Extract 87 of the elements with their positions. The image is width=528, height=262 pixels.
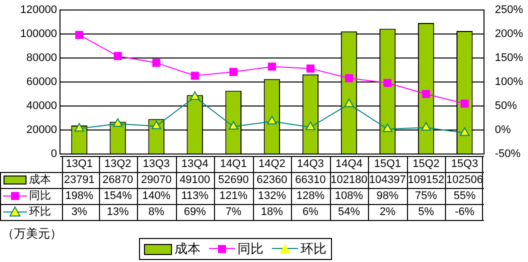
point [114,52,122,60]
y-tick-label: 20000 [26,124,57,136]
data-label: 104397 [369,174,406,186]
data-label: 66310 [295,174,326,186]
data-label: 140% [142,190,171,202]
text: （万美元） [2,226,62,240]
y-tick-label: 60000 [26,76,57,88]
data-label: 23791 [64,174,95,186]
text: 环比 [300,241,326,256]
data-label: 108% [334,190,364,202]
data-label: 154% [104,190,132,202]
point [75,30,84,39]
point [267,116,277,124]
data-label: 8% [148,206,164,218]
x-tick-label: 14Q4 [336,158,362,170]
y2-tick-label: 100% [494,76,524,88]
point [384,78,392,87]
point [344,98,354,108]
x-tick-label: 13Q3 [142,158,170,170]
data-label: 5% [418,206,434,218]
data-label: 54% [338,206,360,218]
text: 成本 [174,241,200,256]
x-tick-label: 15Q2 [412,158,440,170]
point [460,100,469,108]
y2-tick-label: 150% [494,52,524,64]
y2-tick-label: -50% [494,148,521,160]
data-label: 49100 [180,174,210,186]
data-label: 52690 [218,174,249,186]
data-label: 18% [260,206,284,218]
y2-tick-label: 0% [494,124,511,136]
point [306,122,316,130]
y-tick-label: 0 [50,148,57,160]
point [74,123,84,132]
point [228,121,238,130]
data-label: 113% [181,190,209,202]
legend-label: 成本 [29,173,51,186]
y-tick-label: 40000 [26,100,57,112]
point [190,91,200,100]
legend-label: 同比 [29,189,51,202]
data-label: 102506 [446,174,483,186]
data-label: -6% [454,206,475,218]
data-label: 2% [380,206,396,218]
y2-tick-label: 50% [494,100,518,112]
data-label: 69% [184,206,206,218]
x-tick-label: 13Q2 [104,158,132,170]
point [422,90,430,98]
data-label: 98% [376,190,399,202]
point [229,68,238,76]
data-label: 109152 [408,174,444,186]
data-label: 29070 [141,174,172,186]
point [152,58,160,67]
data-label: 121% [219,190,248,202]
point [112,118,123,127]
point [344,74,354,82]
data-label: 128% [296,190,325,202]
data-label: 3% [71,206,88,218]
y2-tick-label: 200% [494,28,524,40]
x-tick-label: 15Q3 [451,158,478,170]
data-label: 132% [258,190,286,202]
y-tick-label: 80000 [26,52,57,64]
data-label: 6% [302,206,319,218]
point [306,64,314,73]
text: 同比 [238,241,264,256]
point [190,72,199,80]
data-label: 26870 [102,174,134,186]
x-tick-label: 14Q3 [297,158,324,170]
data-label: 102180 [330,174,368,186]
data-label: 7% [225,206,242,218]
x-tick-label: 15Q1 [374,158,401,170]
point [460,127,470,136]
data-label: 55% [454,190,476,202]
data-label: 62360 [256,174,288,186]
legend-label: 环比 [29,205,51,218]
x-tick-label: 13Q4 [181,158,208,170]
point [382,124,392,132]
y2-tick-label: 250% [494,4,524,16]
y-tick-label: 120000 [20,4,57,16]
y-tick-label: 100000 [20,28,57,40]
data-label: 75% [415,190,438,202]
point [268,62,276,71]
x-tick-label: 14Q1 [220,158,247,170]
data-label: 198% [65,190,94,202]
x-tick-label: 14Q2 [258,158,286,170]
point [152,120,162,130]
data-label: 13% [106,206,130,218]
point [421,122,431,131]
x-tick-label: 13Q1 [66,158,93,170]
